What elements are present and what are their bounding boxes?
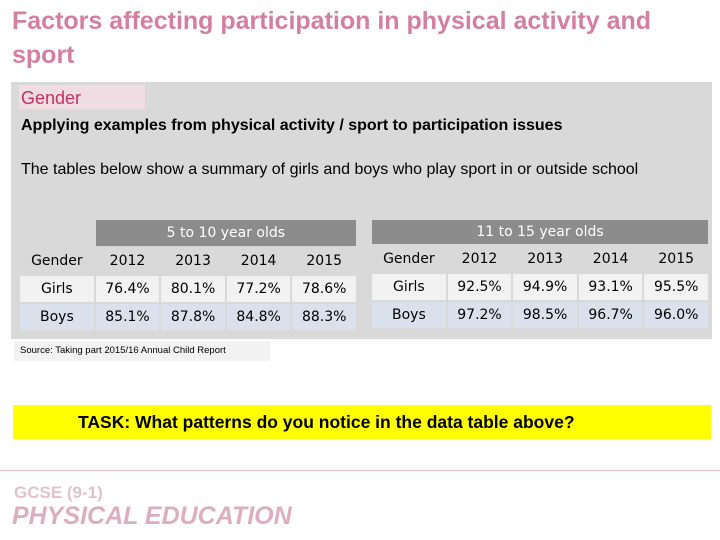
table-row: Girls 92.5% 94.9% 93.1% 95.5% <box>372 274 708 300</box>
header-cell: Gender <box>372 246 446 272</box>
intro-text: The tables below show a summary of girls… <box>21 161 639 178</box>
cell: 96.7% <box>578 302 643 328</box>
cell: Boys <box>372 302 446 328</box>
subheading: Applying examples from physical activity… <box>21 117 563 134</box>
cell: Girls <box>20 276 94 302</box>
logo-physical-education: PHYSICAL EDUCATION <box>12 502 292 530</box>
logo-gcse: GCSE (9-1) <box>14 483 103 502</box>
footer-divider <box>0 470 720 471</box>
header-cell: 2015 <box>292 248 356 274</box>
cell: 92.5% <box>447 274 512 300</box>
table-header-row: Gender 2012 2013 2014 2015 <box>372 246 708 272</box>
cell: 77.2% <box>226 276 291 302</box>
cell: 93.1% <box>578 274 643 300</box>
header-cell: 2013 <box>513 246 577 272</box>
header-cell: 2012 <box>95 248 160 274</box>
table-5-to-10: 5 to 10 year olds Gender 2012 2013 2014 … <box>18 218 358 332</box>
source-note: Source: Taking part 2015/16 Annual Child… <box>14 341 270 361</box>
header-cell: 2012 <box>447 246 512 272</box>
table-row: Boys 85.1% 87.8% 84.8% 88.3% <box>20 304 356 330</box>
cell: Girls <box>372 274 446 300</box>
header-cell: 2015 <box>644 246 708 272</box>
gender-label: Gender <box>19 85 145 109</box>
cell: 94.9% <box>513 274 577 300</box>
table-group-header: 5 to 10 year olds <box>95 220 356 246</box>
table-header-row: Gender 2012 2013 2014 2015 <box>20 248 356 274</box>
cell: Boys <box>20 304 94 330</box>
table-spacer <box>20 220 94 246</box>
cell: 85.1% <box>95 304 160 330</box>
cell: 88.3% <box>292 304 356 330</box>
slide-title: Factors affecting participation in physi… <box>12 7 652 69</box>
header-cell: 2013 <box>161 248 225 274</box>
cell: 98.5% <box>513 302 577 328</box>
cell: 84.8% <box>226 304 291 330</box>
cell: 80.1% <box>161 276 225 302</box>
cell: 78.6% <box>292 276 356 302</box>
header-cell: Gender <box>20 248 94 274</box>
cell: 87.8% <box>161 304 225 330</box>
header-cell: 2014 <box>226 248 291 274</box>
header-cell: 2014 <box>578 246 643 272</box>
cell: 95.5% <box>644 274 708 300</box>
cell: 96.0% <box>644 302 708 328</box>
cell: 76.4% <box>95 276 160 302</box>
table-11-to-15: 11 to 15 year olds Gender 2012 2013 2014… <box>370 218 710 330</box>
task-banner: TASK: What patterns do you notice in the… <box>13 405 711 439</box>
table-group-header: 11 to 15 year olds <box>372 220 708 244</box>
table-row: Boys 97.2% 98.5% 96.7% 96.0% <box>372 302 708 328</box>
cell: 97.2% <box>447 302 512 328</box>
table-row: Girls 76.4% 80.1% 77.2% 78.6% <box>20 276 356 302</box>
